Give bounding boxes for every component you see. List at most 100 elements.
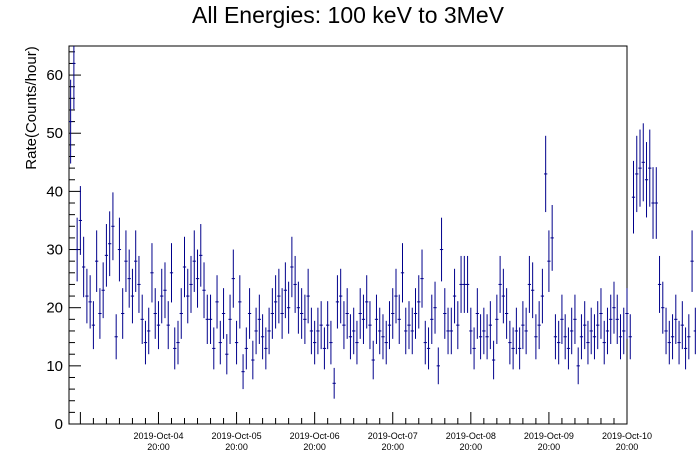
data-point xyxy=(189,255,193,313)
data-point xyxy=(147,307,151,355)
data-point xyxy=(563,314,567,360)
data-point xyxy=(550,205,554,271)
data-point xyxy=(397,294,401,344)
data-point xyxy=(661,281,665,334)
data-point xyxy=(208,294,213,344)
y-axis-label: Rate(Counts/hour) xyxy=(23,46,40,169)
data-point xyxy=(130,268,135,324)
data-point xyxy=(280,288,284,339)
data-point xyxy=(657,255,662,313)
data-point xyxy=(651,167,655,239)
x-tick-date-label: 2019-Oct-09 xyxy=(524,431,574,441)
data-point xyxy=(570,307,574,355)
data-point xyxy=(173,327,177,370)
data-point xyxy=(316,307,320,355)
x-tick-date-label: 2019-Oct-10 xyxy=(602,431,652,441)
data-point xyxy=(469,307,473,355)
data-point xyxy=(687,314,691,360)
data-point xyxy=(579,314,584,360)
data-point xyxy=(82,236,86,298)
data-point xyxy=(677,320,681,365)
x-tick-date-label: 2019-Oct-05 xyxy=(212,431,262,441)
data-point xyxy=(345,288,349,339)
data-point xyxy=(693,307,696,355)
x-tick-time-label: 20:00 xyxy=(147,442,170,452)
data-point xyxy=(163,262,167,319)
data-point xyxy=(319,301,323,350)
data-point xyxy=(400,243,405,303)
data-point xyxy=(631,160,636,234)
data-point xyxy=(111,192,115,261)
data-point xyxy=(192,230,196,292)
data-point xyxy=(355,320,359,365)
data-point xyxy=(625,288,629,339)
data-point xyxy=(124,230,128,292)
data-point xyxy=(202,262,206,319)
data-point xyxy=(491,340,496,380)
data-point xyxy=(670,314,675,360)
data-point xyxy=(225,334,229,375)
x-tick-time-label: 20:00 xyxy=(225,442,248,452)
data-point xyxy=(195,249,200,308)
data-point xyxy=(544,135,548,213)
data-point xyxy=(134,230,138,292)
data-point xyxy=(91,301,96,350)
data-point xyxy=(257,294,261,344)
data-point xyxy=(137,255,141,313)
x-tick-date-label: 2019-Oct-06 xyxy=(290,431,340,441)
data-point xyxy=(313,320,317,365)
data-point xyxy=(501,268,505,324)
data-point xyxy=(238,275,242,329)
x-tick-time-label: 20:00 xyxy=(303,442,326,452)
data-point xyxy=(332,367,336,399)
data-point xyxy=(127,249,131,308)
data-point xyxy=(378,307,382,355)
data-point xyxy=(306,268,310,324)
data-point xyxy=(108,211,112,277)
data-point xyxy=(521,301,525,350)
data-point xyxy=(531,262,535,319)
data-point xyxy=(654,167,658,239)
data-point xyxy=(394,268,398,324)
x-tick-time-label: 20:00 xyxy=(616,442,639,452)
data-point xyxy=(326,301,330,350)
data-point xyxy=(622,307,626,355)
data-point xyxy=(247,288,252,339)
data-point xyxy=(426,327,431,370)
data-point xyxy=(583,301,587,350)
data-point xyxy=(436,347,440,385)
x-tick-date-label: 2019-Oct-04 xyxy=(133,431,183,441)
y-tick-label: 10 xyxy=(46,358,63,375)
data-point xyxy=(557,320,561,365)
data-point xyxy=(586,320,590,365)
data-point xyxy=(433,281,437,334)
data-point xyxy=(176,320,180,365)
data-point xyxy=(121,288,125,339)
data-point xyxy=(186,268,190,324)
data-point xyxy=(605,307,610,355)
data-point xyxy=(413,288,418,339)
data-point xyxy=(628,314,632,360)
data-point xyxy=(160,268,164,324)
data-point xyxy=(69,79,73,164)
data-point xyxy=(504,288,509,339)
data-point xyxy=(150,243,154,303)
data-point xyxy=(270,288,274,339)
y-tick-label: 40 xyxy=(46,183,63,200)
data-point xyxy=(482,307,486,355)
data-point xyxy=(430,294,434,344)
data-point xyxy=(290,236,294,298)
data-point xyxy=(423,320,427,365)
data-point xyxy=(286,281,291,334)
data-point xyxy=(446,307,450,355)
data-point xyxy=(615,294,619,344)
data-point xyxy=(648,129,652,207)
data-point xyxy=(524,307,528,355)
data-point xyxy=(228,294,232,344)
data-point xyxy=(88,275,92,329)
data-point xyxy=(576,347,580,385)
data-point xyxy=(462,255,466,313)
y-tick-label: 30 xyxy=(46,242,63,259)
x-tick-time-label: 20:00 xyxy=(538,442,561,452)
data-point xyxy=(335,275,340,329)
